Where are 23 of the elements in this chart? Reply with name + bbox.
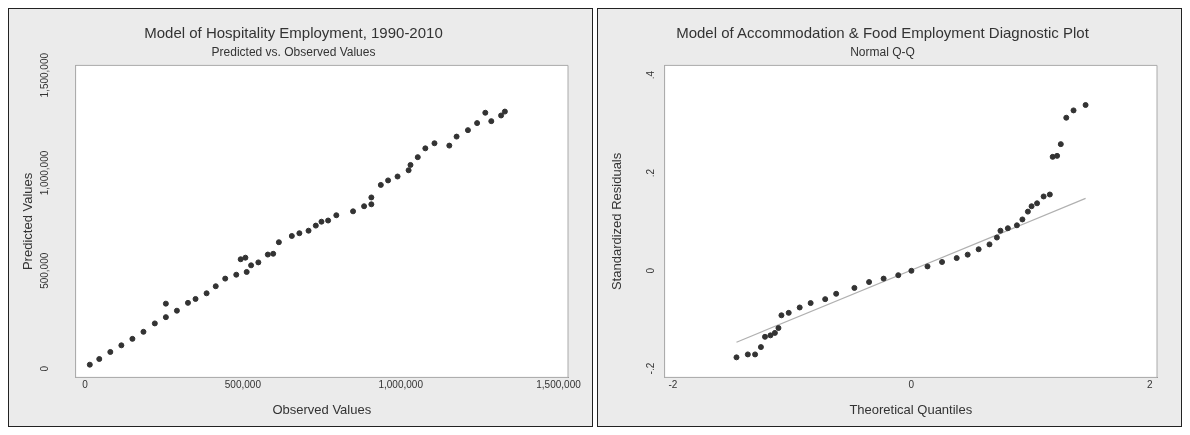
y-tick-label: .2 [644, 168, 656, 178]
x-axis-title: Theoretical Quantiles [849, 401, 973, 417]
y-tick-label: -.2 [644, 362, 656, 375]
y-tick-label: 0 [39, 365, 51, 372]
chart-subtitle: Normal Q-Q [850, 44, 915, 59]
y-tick-label: 1,500,000 [39, 52, 51, 98]
x-tick-label: 1,500,000 [536, 379, 582, 391]
x-tick-label: 2 [1147, 379, 1154, 391]
x-tick-label: 0 [908, 379, 915, 391]
y-tick-label: 500,000 [39, 252, 51, 289]
y-tick-label: .4 [644, 70, 656, 80]
y-tick-label: 0 [644, 267, 656, 274]
x-tick-label: -2 [668, 379, 678, 391]
x-tick-label: 500,000 [224, 379, 262, 391]
chart-subtitle: Predicted vs. Observed Values [211, 44, 376, 59]
x-axis-title: Observed Values [272, 401, 372, 417]
x-tick-label: 0 [82, 379, 89, 391]
chart-title: Model of Hospitality Employment, 1990-2010 [144, 24, 443, 42]
y-axis-title: Predicted Values [20, 172, 36, 271]
y-axis-title: Standardized Residuals [609, 152, 625, 291]
chart-title: Model of Accommodation & Food Employment Diagnostic Plot [676, 24, 1090, 42]
x-tick-label: 1,000,000 [378, 379, 424, 391]
y-tick-label: 1,000,000 [39, 150, 51, 196]
